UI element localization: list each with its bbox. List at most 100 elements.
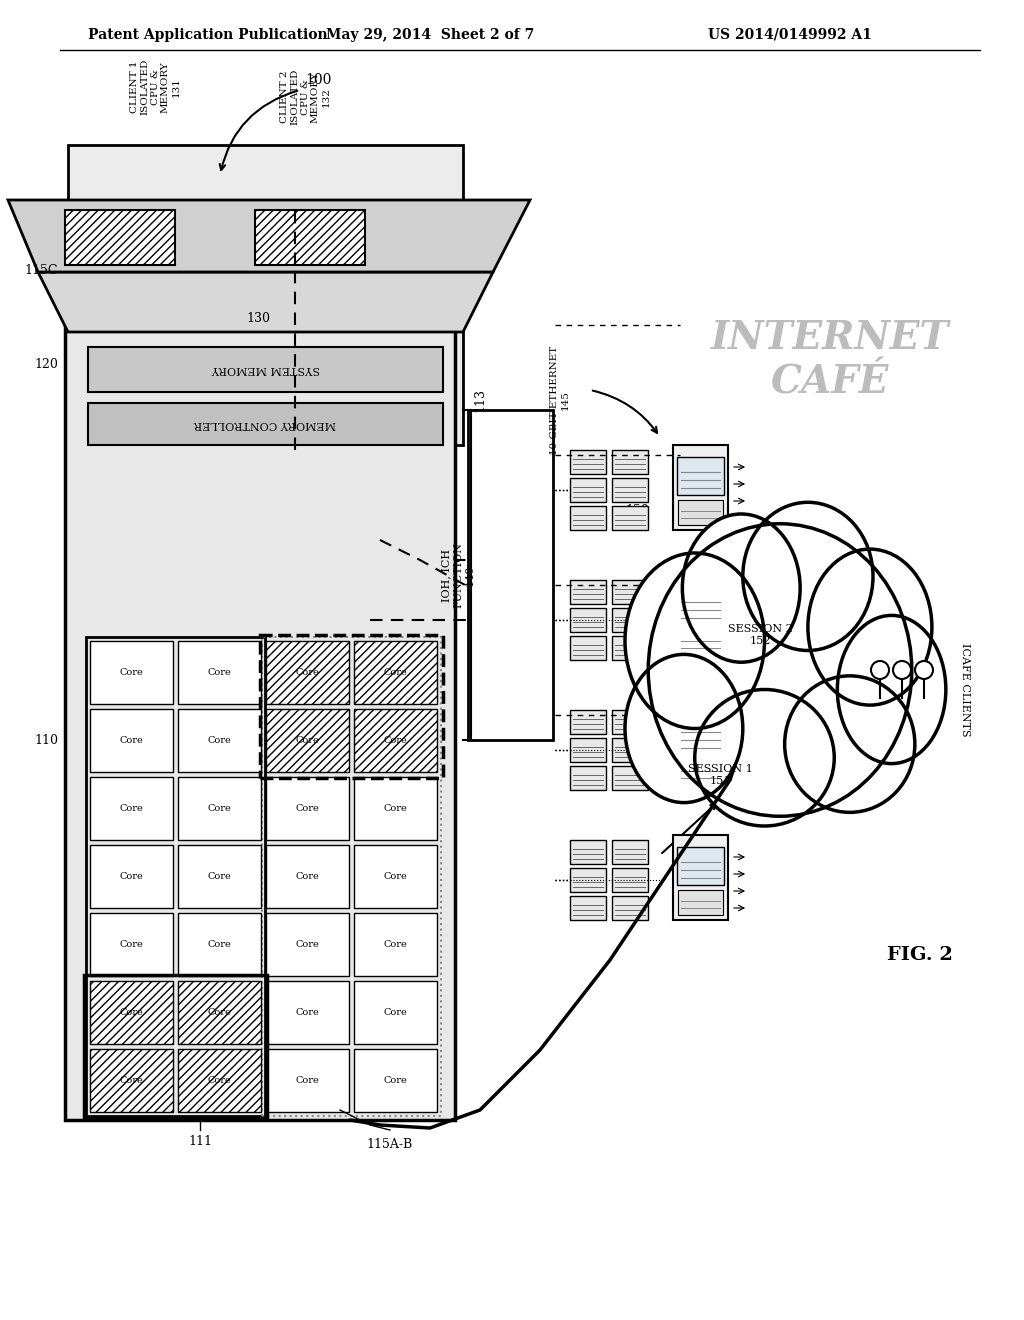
Bar xyxy=(678,890,723,915)
Circle shape xyxy=(915,661,933,678)
Text: Core: Core xyxy=(208,737,231,744)
Text: Core: Core xyxy=(296,804,319,813)
Bar xyxy=(612,579,648,605)
Text: Core: Core xyxy=(208,1076,231,1085)
Bar xyxy=(178,845,261,908)
Bar xyxy=(90,845,173,908)
Bar xyxy=(677,847,724,884)
Bar xyxy=(178,777,261,840)
Bar xyxy=(677,587,724,624)
Bar xyxy=(354,913,437,975)
Bar xyxy=(570,896,606,920)
Bar xyxy=(90,642,173,704)
Bar xyxy=(612,609,648,632)
Ellipse shape xyxy=(808,549,932,705)
Bar xyxy=(677,457,724,495)
Ellipse shape xyxy=(648,524,911,816)
Bar xyxy=(65,300,455,1119)
Bar xyxy=(90,981,173,1044)
Text: FIG. 2: FIG. 2 xyxy=(887,946,953,964)
Bar xyxy=(88,403,443,445)
Text: Core: Core xyxy=(384,873,408,880)
Text: Core: Core xyxy=(296,1076,319,1085)
Text: CLIENT 2
ISOLATED
CPU &
MEMORY
132: CLIENT 2 ISOLATED CPU & MEMORY 132 xyxy=(280,69,331,125)
Text: IOH, ICH
FUNCTION
140: IOH, ICH FUNCTION 140 xyxy=(441,543,474,609)
Text: 113: 113 xyxy=(473,388,486,412)
Bar xyxy=(570,506,606,531)
Circle shape xyxy=(893,661,911,678)
Text: Core: Core xyxy=(120,737,143,744)
Text: Core: Core xyxy=(384,940,408,949)
Bar xyxy=(86,638,265,1115)
Text: SESSION 1
151: SESSION 1 151 xyxy=(688,764,753,785)
Bar xyxy=(612,636,648,660)
Text: CLIENT 1
ISOLATED
CPU &
MEMORY
131: CLIENT 1 ISOLATED CPU & MEMORY 131 xyxy=(130,58,180,115)
Text: Core: Core xyxy=(208,940,231,949)
Ellipse shape xyxy=(742,503,873,651)
Text: Core: Core xyxy=(208,873,231,880)
Bar xyxy=(570,450,606,474)
Text: Core: Core xyxy=(296,737,319,744)
Bar xyxy=(178,642,261,704)
Bar xyxy=(612,478,648,502)
Bar xyxy=(354,777,437,840)
Text: Core: Core xyxy=(384,1076,408,1085)
Bar xyxy=(354,981,437,1044)
Text: Core: Core xyxy=(384,1008,408,1016)
Bar xyxy=(178,981,261,1044)
Text: Core: Core xyxy=(384,804,408,813)
Bar xyxy=(178,709,261,772)
Text: Core: Core xyxy=(384,668,408,677)
Bar xyxy=(570,738,606,762)
Bar xyxy=(612,766,648,789)
Bar xyxy=(612,710,648,734)
Ellipse shape xyxy=(838,615,946,763)
Bar xyxy=(266,845,349,908)
Bar xyxy=(678,760,723,785)
Text: Core: Core xyxy=(120,1076,143,1085)
Bar xyxy=(354,845,437,908)
Text: Core: Core xyxy=(120,668,143,677)
Bar xyxy=(570,766,606,789)
Circle shape xyxy=(871,661,889,678)
Text: Core: Core xyxy=(208,804,231,813)
Bar xyxy=(266,777,349,840)
Text: Core: Core xyxy=(120,940,143,949)
Text: 10 GBIT ETHERNET
145: 10 GBIT ETHERNET 145 xyxy=(550,346,569,454)
Text: 115A-B: 115A-B xyxy=(367,1138,413,1151)
Bar xyxy=(255,210,365,265)
Bar xyxy=(90,913,173,975)
Ellipse shape xyxy=(625,655,742,803)
Text: Core: Core xyxy=(208,668,231,677)
Bar xyxy=(68,145,463,445)
Text: Core: Core xyxy=(208,1008,231,1016)
Text: May 29, 2014  Sheet 2 of 7: May 29, 2014 Sheet 2 of 7 xyxy=(326,28,535,42)
Bar xyxy=(612,840,648,865)
Bar xyxy=(354,1049,437,1111)
Text: 100: 100 xyxy=(305,73,332,87)
Bar xyxy=(677,717,724,755)
Text: 115C: 115C xyxy=(25,264,58,276)
Bar xyxy=(262,638,441,1115)
Text: SYSTEM MEMORY: SYSTEM MEMORY xyxy=(211,364,319,375)
Text: ICAFE CLIENTS: ICAFE CLIENTS xyxy=(961,643,970,737)
Bar xyxy=(678,500,723,525)
Bar xyxy=(678,630,723,655)
Bar xyxy=(90,709,173,772)
Bar xyxy=(612,450,648,474)
Bar xyxy=(570,840,606,865)
Ellipse shape xyxy=(625,553,765,729)
Bar xyxy=(266,1049,349,1111)
Text: Core: Core xyxy=(120,873,143,880)
Text: 110: 110 xyxy=(34,734,58,747)
Bar xyxy=(266,981,349,1044)
Bar xyxy=(354,709,437,772)
Bar xyxy=(178,913,261,975)
Polygon shape xyxy=(38,272,493,333)
Bar xyxy=(90,777,173,840)
Text: 150: 150 xyxy=(625,503,649,516)
Bar xyxy=(178,1049,261,1111)
Bar xyxy=(673,705,728,789)
Bar xyxy=(612,896,648,920)
Bar xyxy=(570,636,606,660)
